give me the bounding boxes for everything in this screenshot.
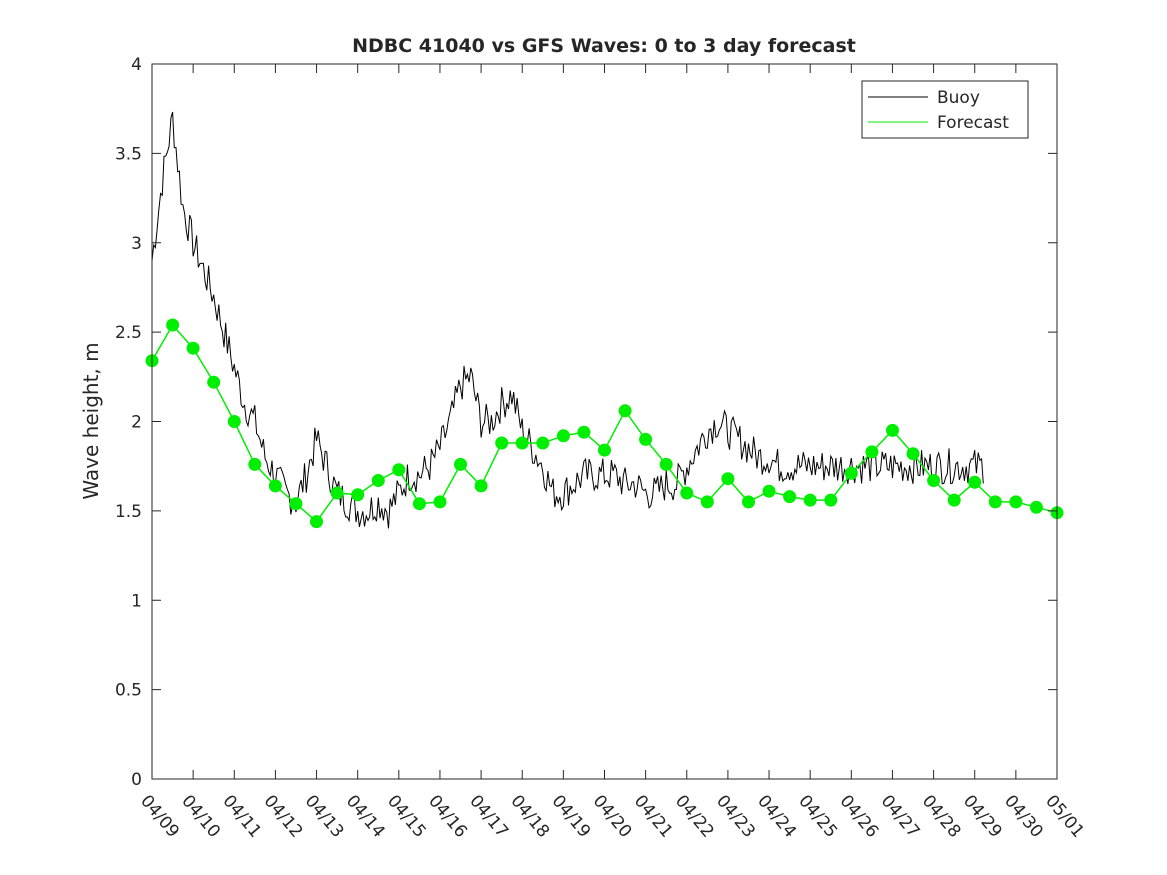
forecast-point — [330, 486, 344, 500]
x-tick-label: 04/18 — [506, 791, 553, 841]
forecast-point — [927, 474, 941, 487]
x-tick-label: 04/13 — [301, 791, 348, 841]
forecast-point — [598, 443, 611, 457]
forecast-point — [392, 463, 406, 477]
x-tick-label: 04/26 — [835, 791, 882, 841]
y-tick-label: 4 — [131, 55, 142, 75]
forecast-point — [166, 318, 180, 332]
x-tick-label: 04/28 — [918, 791, 965, 841]
x-tick-label: 04/21 — [630, 791, 677, 841]
forecast-point — [186, 341, 200, 355]
forecast-point — [495, 436, 509, 450]
forecast-point — [762, 484, 776, 498]
forecast-point — [906, 447, 920, 461]
x-tick-label: 04/27 — [877, 791, 924, 841]
forecast-point — [700, 495, 714, 509]
x-tick-label: 04/24 — [753, 791, 800, 841]
forecast-point — [268, 479, 282, 493]
forecast-point — [474, 479, 488, 493]
forecast-point — [515, 436, 529, 450]
legend-buoy-label: Buoy — [937, 88, 980, 108]
y-tick-label: 3.5 — [115, 144, 142, 164]
legend-box — [861, 80, 1029, 139]
forecast-point — [351, 488, 365, 502]
y-tick-label: 1 — [131, 591, 142, 611]
x-tick-label: 04/11 — [218, 791, 265, 841]
y-tick-label: 3 — [131, 234, 142, 254]
x-tick-label: 04/30 — [1000, 791, 1047, 841]
forecast-point — [947, 493, 961, 507]
forecast-point — [207, 375, 221, 389]
forecast-point — [454, 457, 467, 471]
forecast-point — [310, 515, 323, 529]
x-tick-label: 04/25 — [794, 791, 841, 841]
x-tick-label: 04/17 — [465, 791, 512, 841]
forecast-point — [865, 445, 879, 459]
forecast-point — [783, 490, 797, 504]
y-axis: 0 0.5 1 1.5 2 2.5 3 3.5 4 — [115, 55, 1057, 790]
forecast-point — [886, 423, 899, 437]
x-tick-label: 04/09 — [136, 791, 183, 841]
x-tick-label: 04/12 — [260, 791, 307, 841]
forecast-point — [803, 493, 817, 507]
forecast-series — [145, 318, 1064, 529]
forecast-point — [618, 404, 632, 418]
buoy-line — [151, 111, 984, 529]
forecast-point — [536, 436, 550, 450]
forecast-point — [412, 497, 426, 511]
legend-forecast-label: Forecast — [937, 113, 1009, 133]
forecast-point — [433, 495, 447, 509]
x-tick-label: 04/19 — [548, 791, 595, 841]
forecast-point — [1029, 500, 1043, 514]
forecast-point — [824, 493, 838, 507]
legend: Buoy Forecast — [861, 80, 1029, 139]
forecast-point — [659, 457, 673, 471]
x-tick-label: 04/29 — [959, 791, 1006, 841]
forecast-point — [988, 495, 1002, 509]
x-tick-label: 04/14 — [342, 791, 389, 841]
x-tick-label: 05/01 — [1041, 791, 1088, 841]
y-axis-label: Wave height, m — [79, 342, 103, 499]
forecast-point — [371, 474, 385, 487]
y-tick-label: 1.5 — [115, 502, 142, 522]
x-tick-label: 04/10 — [177, 791, 224, 841]
x-tick-label: 04/23 — [712, 791, 759, 841]
x-tick-label: 04/16 — [424, 791, 471, 841]
forecast-point — [844, 466, 858, 480]
y-tick-label: 0.5 — [115, 681, 142, 701]
forecast-point — [721, 472, 735, 486]
x-tick-label: 04/15 — [383, 791, 430, 841]
forecast-point — [556, 429, 570, 443]
forecast-point — [248, 457, 262, 471]
forecast-point — [742, 495, 755, 509]
forecast-point — [680, 486, 694, 500]
buoy-series — [151, 111, 984, 529]
forecast-point — [1009, 495, 1023, 509]
chart-title: NDBC 41040 vs GFS Waves: 0 to 3 day fore… — [352, 35, 856, 57]
x-tick-label: 04/22 — [671, 791, 718, 841]
forecast-point — [289, 497, 303, 511]
forecast-point — [639, 432, 653, 446]
y-tick-label: 2 — [131, 413, 142, 433]
x-tick-label: 04/20 — [589, 791, 636, 841]
forecast-point — [227, 415, 241, 428]
y-tick-label: 2.5 — [115, 323, 142, 343]
forecast-point — [968, 475, 982, 489]
plot-area — [152, 64, 1057, 779]
forecast-point — [577, 425, 591, 439]
y-tick-label: 0 — [131, 770, 142, 790]
